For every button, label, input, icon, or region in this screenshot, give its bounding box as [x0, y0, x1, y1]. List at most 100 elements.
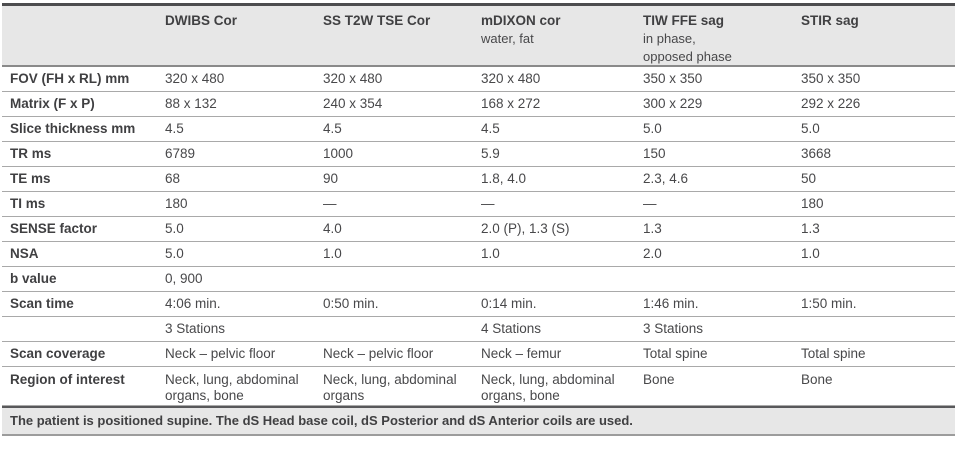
row-label: Slice thickness mm	[2, 116, 165, 142]
table-cell: 168 x 272	[481, 91, 643, 117]
table-cell: 1.0	[801, 241, 955, 267]
column-title: TIW FFE sag	[643, 13, 724, 28]
row-label	[2, 316, 165, 342]
table-cell: 320 x 480	[481, 66, 643, 92]
column-header-ss-t2w-tse-cor: SS T2W TSE Cor	[323, 4, 481, 68]
table-cell: 88 x 132	[165, 91, 323, 117]
row-label: Region of interest	[2, 366, 165, 407]
row-label: b value	[2, 266, 165, 292]
table-cell: 0:14 min.	[481, 291, 643, 317]
table-cell: Neck, lung, abdominal organs, bone	[165, 366, 323, 407]
table-cell: 292 x 226	[801, 91, 955, 117]
table-row-tr-ms: TR ms 6789 1000 5.9 150 3668	[2, 141, 955, 167]
table-cell: Bone	[643, 366, 801, 407]
table-row-slice-thickness: Slice thickness mm 4.5 4.5 4.5 5.0 5.0	[2, 116, 955, 142]
table-row-b-value: b value 0, 900	[2, 266, 955, 292]
table-cell: 350 x 350	[801, 66, 955, 92]
column-title: SS T2W TSE Cor	[323, 13, 431, 28]
table-cell: 2.3, 4.6	[643, 166, 801, 192]
table-row-fov: FOV (FH x RL) mm 320 x 480 320 x 480 320…	[2, 66, 955, 92]
table-row-region-of-interest: Region of interest Neck, lung, abdominal…	[2, 366, 955, 407]
table-cell	[323, 316, 481, 342]
column-title: STIR sag	[801, 13, 859, 28]
table-cell: 0, 900	[165, 266, 323, 292]
table-cell: 5.9	[481, 141, 643, 167]
table-cell: 180	[801, 191, 955, 217]
column-subtitle: in phase, opposed phase	[643, 31, 732, 64]
table-cell: 2.0	[643, 241, 801, 267]
table-cell: —	[481, 191, 643, 217]
table-cell	[323, 266, 481, 292]
table-cell: 1:50 min.	[801, 291, 955, 317]
table-cell: 240 x 354	[323, 91, 481, 117]
table-cell: 5.0	[643, 116, 801, 142]
row-label: Matrix (F x P)	[2, 91, 165, 117]
table-cell: 3 Stations	[165, 316, 323, 342]
column-title: DWIBS Cor	[165, 13, 237, 28]
row-label: Scan coverage	[2, 341, 165, 367]
table-cell: 350 x 350	[643, 66, 801, 92]
table-footnote: The patient is positioned supine. The dS…	[2, 406, 955, 437]
table-row-scan-coverage: Scan coverage Neck – pelvic floor Neck –…	[2, 341, 955, 367]
column-subtitle: water, fat	[481, 31, 534, 46]
table-cell: 68	[165, 166, 323, 192]
table-cell: 2.0 (P), 1.3 (S)	[481, 216, 643, 242]
parameters-table: DWIBS Cor SS T2W TSE Cor mDIXON cor water…	[2, 3, 955, 407]
table-cell: 4 Stations	[481, 316, 643, 342]
table-cell: 3 Stations	[643, 316, 801, 342]
table-cell: 1000	[323, 141, 481, 167]
table-body: FOV (FH x RL) mm 320 x 480 320 x 480 320…	[2, 66, 955, 407]
table-cell: 4.5	[323, 116, 481, 142]
table-cell: 3668	[801, 141, 955, 167]
column-title: mDIXON cor	[481, 13, 561, 28]
column-header-blank	[2, 4, 165, 68]
table-cell: —	[323, 191, 481, 217]
table-cell	[643, 266, 801, 292]
table-cell: 1.0	[323, 241, 481, 267]
table-cell: 90	[323, 166, 481, 192]
row-label: SENSE factor	[2, 216, 165, 242]
table-cell: Neck – pelvic floor	[165, 341, 323, 367]
table-row-nsa: NSA 5.0 1.0 1.0 2.0 1.0	[2, 241, 955, 267]
row-label: FOV (FH x RL) mm	[2, 66, 165, 92]
table-row-scan-time: Scan time 4:06 min. 0:50 min. 0:14 min. …	[2, 291, 955, 317]
table-cell	[481, 266, 643, 292]
table-row-te-ms: TE ms 68 90 1.8, 4.0 2.3, 4.6 50	[2, 166, 955, 192]
table-cell: Total spine	[643, 341, 801, 367]
table-cell: 5.0	[165, 216, 323, 242]
table-row-stations: 3 Stations 4 Stations 3 Stations	[2, 316, 955, 342]
table-cell: 320 x 480	[165, 66, 323, 92]
table-cell	[801, 316, 955, 342]
table-row-matrix: Matrix (F x P) 88 x 132 240 x 354 168 x …	[2, 91, 955, 117]
row-label: TE ms	[2, 166, 165, 192]
table-cell: 1.0	[481, 241, 643, 267]
table-cell: 1.8, 4.0	[481, 166, 643, 192]
table-cell: 4.5	[165, 116, 323, 142]
table-cell: 150	[643, 141, 801, 167]
table-cell: —	[643, 191, 801, 217]
row-label: NSA	[2, 241, 165, 267]
row-label: TI ms	[2, 191, 165, 217]
table-cell: 0:50 min.	[323, 291, 481, 317]
row-label: TR ms	[2, 141, 165, 167]
table-cell: Neck, lung, abdominal organs	[323, 366, 481, 407]
table-cell: 4.0	[323, 216, 481, 242]
table-cell: 1:46 min.	[643, 291, 801, 317]
table-cell: Total spine	[801, 341, 955, 367]
table-cell: Neck, lung, abdominal organs, bone	[481, 366, 643, 407]
table-cell: 6789	[165, 141, 323, 167]
table-cell: Neck – femur	[481, 341, 643, 367]
table-cell: 1.3	[643, 216, 801, 242]
column-header-dwibs-cor: DWIBS Cor	[165, 4, 323, 68]
table-cell: 300 x 229	[643, 91, 801, 117]
table-row-sense-factor: SENSE factor 5.0 4.0 2.0 (P), 1.3 (S) 1.…	[2, 216, 955, 242]
table-cell: 5.0	[165, 241, 323, 267]
table-cell: 50	[801, 166, 955, 192]
row-label: Scan time	[2, 291, 165, 317]
table-cell	[801, 266, 955, 292]
table-cell: 180	[165, 191, 323, 217]
table-cell: 4.5	[481, 116, 643, 142]
table-header: DWIBS Cor SS T2W TSE Cor mDIXON cor water…	[2, 4, 955, 68]
table-cell: Neck – pelvic floor	[323, 341, 481, 367]
table-cell: Bone	[801, 366, 955, 407]
